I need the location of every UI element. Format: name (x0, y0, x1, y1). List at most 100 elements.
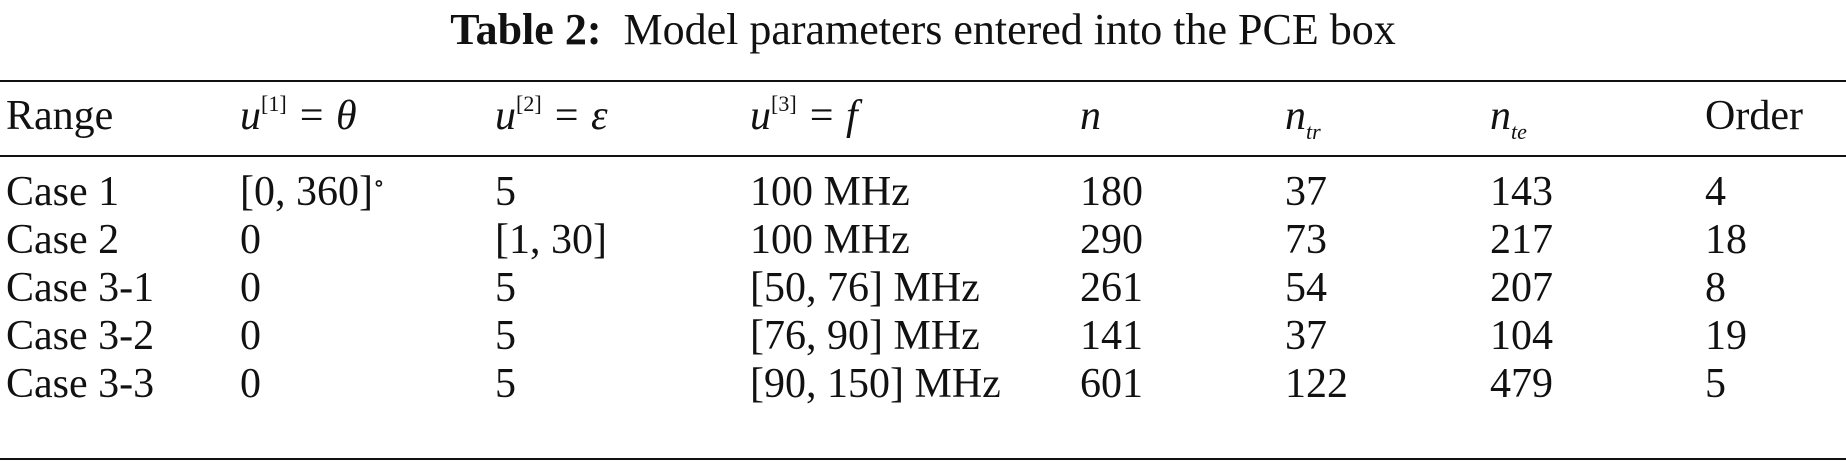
cell-range: Case 1 (6, 168, 119, 216)
table-header-row: Range u[1] = θ u[2] = ε u[3] = f n ntr n… (0, 88, 1846, 144)
cell-order-text: 4 (1705, 169, 1726, 215)
cell-nte: 143 (1490, 168, 1553, 216)
cell-ntr: 54 (1285, 264, 1327, 312)
cell-ntr-text: 54 (1285, 265, 1327, 311)
table-caption-label: Table 2: (450, 5, 602, 54)
cell-range: Case 3-1 (6, 264, 154, 312)
cell-ntr: 73 (1285, 216, 1327, 264)
cell-u3: 100 MHz (750, 216, 910, 264)
cell-nte-text: 143 (1490, 169, 1553, 215)
table-header-rule (0, 155, 1846, 157)
cell-n: 290 (1080, 216, 1143, 264)
cell-nte: 217 (1490, 216, 1553, 264)
cell-u2: 5 (495, 264, 516, 312)
cell-order: 8 (1705, 264, 1726, 312)
cell-nte: 207 (1490, 264, 1553, 312)
cell-range-text: Case 1 (6, 169, 120, 215)
cell-range-text: Case 3-3 (6, 361, 155, 407)
cell-u3-text: 100 MHz (750, 217, 910, 263)
cell-u1-text: [0, 360] (240, 169, 373, 215)
table-row: Case 1 [0, 360]∘ 5 100 MHz 180 37 143 4 (0, 168, 1846, 216)
header-ntr: ntr (1285, 93, 1321, 144)
cell-u3-text: [90, 150] MHz (750, 361, 1001, 407)
cell-n: 180 (1080, 168, 1143, 216)
cell-n: 601 (1080, 360, 1143, 408)
cell-n-text: 601 (1080, 361, 1143, 407)
cell-n-text: 141 (1080, 313, 1143, 359)
table-row: Case 3-1 0 5 [50, 76] MHz 261 54 207 8 (0, 264, 1846, 312)
cell-n: 141 (1080, 312, 1143, 360)
header-u2: u[2] = ε (495, 91, 608, 139)
cell-u1: [0, 360]∘ (240, 168, 385, 222)
cell-order: 5 (1705, 360, 1726, 408)
header-nte: nte (1490, 93, 1527, 144)
table-bottom-rule (0, 458, 1846, 460)
cell-u1-text: 0 (240, 361, 261, 407)
cell-u2-text: 5 (495, 313, 516, 359)
cell-ntr-text: 122 (1285, 361, 1348, 407)
header-u3: u[3] = f (750, 91, 858, 139)
table-caption: Table 2: Model parameters entered into t… (0, 4, 1846, 56)
cell-nte-text: 217 (1490, 217, 1553, 263)
cell-order: 4 (1705, 168, 1726, 216)
table-row: Case 3-3 0 5 [90, 150] MHz 601 122 479 5 (0, 360, 1846, 408)
cell-u1-text: 0 (240, 313, 261, 359)
cell-nte: 104 (1490, 312, 1553, 360)
cell-u3: [90, 150] MHz (750, 360, 1001, 408)
cell-u2: 5 (495, 312, 516, 360)
cell-u2: [1, 30] (495, 216, 607, 264)
table-row: Case 2 0 [1, 30] 100 MHz 290 73 217 18 (0, 216, 1846, 264)
cell-u2: 5 (495, 168, 516, 216)
degree-symbol: ∘ (372, 171, 385, 197)
cell-ntr-text: 37 (1285, 313, 1327, 359)
cell-ntr: 122 (1285, 360, 1348, 408)
table-body: Case 1 [0, 360]∘ 5 100 MHz 180 37 143 4 Case 2 0[… (0, 168, 1846, 458)
cell-order-text: 8 (1705, 265, 1726, 311)
cell-nte-text: 479 (1490, 361, 1553, 407)
cell-u3-text: [76, 90] MHz (750, 313, 980, 359)
cell-u3: 100 MHz (750, 168, 910, 216)
cell-u1-text: 0 (240, 217, 261, 263)
cell-u2-text: [1, 30] (495, 217, 607, 263)
cell-n-text: 261 (1080, 265, 1143, 311)
header-n: n (1080, 93, 1101, 139)
table-row: Case 3-2 0 5 [76, 90] MHz 141 37 104 19 (0, 312, 1846, 360)
table-top-rule (0, 80, 1846, 82)
cell-u1: 0 (240, 264, 261, 318)
cell-order-text: 18 (1705, 217, 1747, 263)
cell-u1: 0 (240, 216, 261, 270)
cell-n-text: 290 (1080, 217, 1143, 263)
cell-u3-text: 100 MHz (750, 169, 910, 215)
cell-u1: 0 (240, 360, 261, 414)
cell-ntr: 37 (1285, 168, 1327, 216)
table-caption-text: Model parameters entered into the PCE bo… (623, 5, 1396, 54)
cell-u1: 0 (240, 312, 261, 366)
cell-u3: [50, 76] MHz (750, 264, 980, 312)
cell-range: Case 3-3 (6, 360, 154, 408)
cell-range: Case 2 (6, 216, 119, 264)
cell-range-text: Case 2 (6, 217, 120, 263)
cell-ntr-text: 37 (1285, 169, 1327, 215)
cell-u3-text: [50, 76] MHz (750, 265, 980, 311)
cell-range-text: Case 3-1 (6, 265, 155, 311)
cell-u2-text: 5 (495, 361, 516, 407)
header-u1: u[1] = θ (240, 91, 357, 139)
cell-nte-text: 207 (1490, 265, 1553, 311)
cell-nte-text: 104 (1490, 313, 1553, 359)
cell-u3: [76, 90] MHz (750, 312, 980, 360)
header-order: Order (1705, 93, 1803, 139)
cell-range-text: Case 3-2 (6, 313, 155, 359)
cell-order-text: 19 (1705, 313, 1747, 359)
cell-ntr-text: 73 (1285, 217, 1327, 263)
cell-order-text: 5 (1705, 361, 1726, 407)
cell-range: Case 3-2 (6, 312, 154, 360)
cell-nte: 479 (1490, 360, 1553, 408)
cell-u2-text: 5 (495, 169, 516, 215)
cell-order: 18 (1705, 216, 1747, 264)
cell-u2: 5 (495, 360, 516, 408)
cell-u2-text: 5 (495, 265, 516, 311)
cell-n: 261 (1080, 264, 1143, 312)
cell-ntr: 37 (1285, 312, 1327, 360)
cell-n-text: 180 (1080, 169, 1143, 215)
cell-u1-text: 0 (240, 265, 261, 311)
